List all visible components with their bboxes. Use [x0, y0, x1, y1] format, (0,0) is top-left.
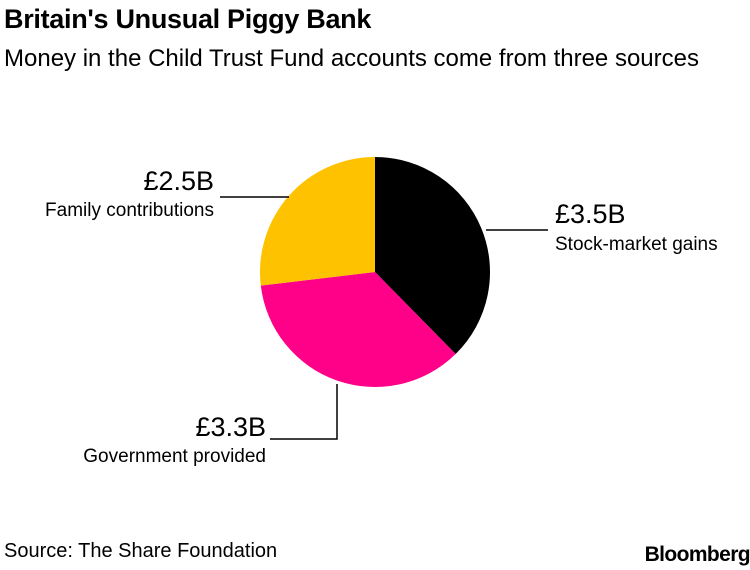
name-label-government-provided: Government provided [83, 446, 266, 467]
value-label-government-provided: £3.3B [195, 412, 266, 442]
chart-title: Britain's Unusual Piggy Bank [4, 4, 372, 34]
value-label-stock-market-gains: £3.5B [555, 199, 626, 229]
leader-line-government-provided [270, 384, 338, 440]
bloomberg-logo: Bloomberg [644, 543, 750, 566]
name-label-family-contributions: Family contributions [45, 200, 214, 221]
source-note: Source: The Share Foundation [4, 540, 278, 562]
name-label-stock-market-gains: Stock-market gains [555, 234, 718, 255]
chart-subtitle: Money in the Child Trust Fund accounts c… [4, 45, 699, 72]
pie-slice-stock-market-gains [375, 157, 490, 355]
pie-slice-family-contributions [260, 157, 375, 286]
pie-slice-government-provided [260, 272, 456, 387]
value-label-family-contributions: £2.5B [143, 166, 214, 196]
